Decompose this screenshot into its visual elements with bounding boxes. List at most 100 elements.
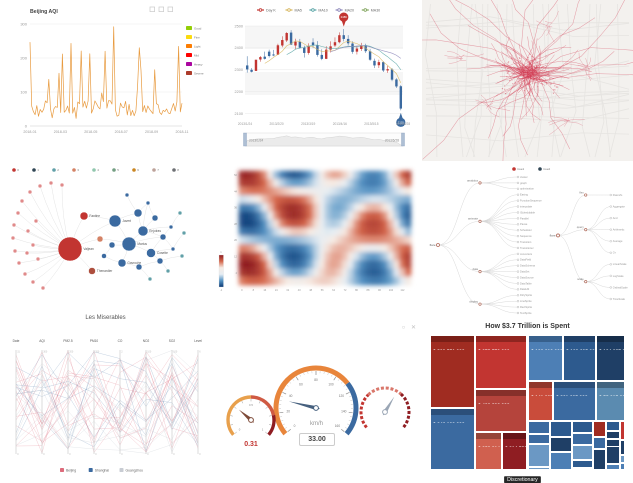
svg-text:24: 24 [275,288,278,292]
svg-text:2486: 2486 [341,15,348,19]
panel-corner-actions: ○ ✕ [402,324,418,331]
svg-text:2013/6/28: 2013/6/28 [385,139,399,143]
svg-text:Fine: Fine [194,35,200,39]
svg-text:Gavroche: Gavroche [127,261,141,265]
svg-text:72: 72 [344,288,347,292]
svg-text:Valjean: Valjean [83,247,94,251]
svg-text:2400: 2400 [235,46,243,50]
svg-text:6: 6 [199,351,201,354]
svg-text:32: 32 [286,288,289,292]
treemap-cell[interactable]: MEDICARE$ 492,396,000 [474,389,528,433]
svg-text:100: 100 [328,382,334,386]
svg-text:2013/1/24: 2013/1/24 [249,139,263,143]
svg-text:tree2: tree2 [543,167,550,171]
svg-text:64: 64 [332,288,335,292]
svg-text:2018-01: 2018-01 [23,130,36,134]
svg-text:query: query [577,225,585,229]
svg-text:0: 0 [95,453,97,456]
circle-icon[interactable]: ○ [401,325,408,331]
close-icon[interactable]: ✕ [410,325,418,331]
treemap-cell[interactable]: EDUCATION$ 122,210,000 [527,335,563,381]
svg-text:DataField: DataField [520,258,532,262]
svg-text:graph: graph [520,181,527,185]
svg-text:scale: scale [577,277,584,281]
svg-text:Day K: Day K [266,8,276,12]
svg-text:0: 0 [17,168,19,172]
svg-text:2018-03: 2018-03 [54,130,67,134]
svg-text:56: 56 [321,288,324,292]
svg-text:Parallel: Parallel [520,216,529,220]
chart-panel-candlestick[interactable]: 2100 2200 2300 2400 2500 Day K MA5 MA10 MA20 MA30… [211,0,422,161]
svg-text:data: data [473,267,479,271]
svg-text:0: 0 [294,424,296,428]
svg-text:28: 28 [234,222,237,226]
svg-text:DataSchema: DataSchema [520,264,536,268]
treemap-cell[interactable]: NET INTEREST$ 246,109,000Interest on Deb… [430,407,475,470]
svg-text:0: 0 [241,288,243,292]
pressure-value: 0.31 [244,441,258,448]
svg-text:200: 200 [20,55,27,60]
svg-text:300: 300 [20,21,27,26]
chart-panel-aqi-line[interactable]: 0 100 200 300 2018-01 2018-03 2018-05 2018-07 20… [0,0,211,161]
chart-panel-map-lines[interactable] [422,0,633,161]
svg-text:0: 0 [25,123,28,128]
svg-text:2018-09: 2018-09 [145,130,158,134]
treemap-cell[interactable]: SOCIAL SECURITY$ 809,551,000Old-Age Insu… [430,335,475,408]
treemap-breadcrumb[interactable]: Discretionary [504,476,541,483]
map-lines-canvas [422,0,633,161]
gauge-canvas: 0 20 40 60 80 100 120 140 160 0 0.5 1 [226,365,411,436]
svg-text:NO2: NO2 [143,339,150,343]
svg-text:2500: 2500 [235,24,243,28]
svg-text:MA10: MA10 [318,8,327,12]
svg-text:Easing: Easing [520,193,528,197]
svg-text:7: 7 [157,168,159,172]
treemap-cell[interactable]: JUSTICE$ 58,015,000 [595,380,625,422]
svg-text:DataUtil: DataUtil [520,287,530,291]
svg-text:2013/1/24: 2013/1/24 [238,122,252,126]
treemap-cell[interactable]: MEDICAID$ 282,214,000 [474,432,503,470]
svg-text:1: 1 [37,168,39,172]
svg-text:optimization: optimization [520,187,534,191]
svg-text:4: 4 [236,271,238,275]
svg-text:ISchedulable: ISchedulable [520,210,536,214]
treemap-cell[interactable]: VETERANS BENEFITS$ 129,605,000 [562,335,596,381]
treemap-cell[interactable]: INCOME SECURITY$ 214,580,000 [502,432,528,470]
treemap-canvas: SOCIAL SECURITY$ 809,551,000Old-Age Insu… [430,335,625,470]
svg-text:Severe: Severe [194,71,204,75]
treemap-mosaic[interactable] [527,421,626,470]
aqi-line-canvas: 0 100 200 300 2018-01 2018-03 2018-05 2018-07 20… [20,6,204,134]
svg-text:interpolate: interpolate [520,204,533,208]
svg-text:Transitioner: Transitioner [520,246,534,250]
svg-text:80: 80 [314,378,318,382]
svg-text:DirtySprite: DirtySprite [520,293,533,297]
svg-text:200: 200 [69,351,74,354]
speed-unit-label: km/h [309,421,323,427]
svg-text:DataSource: DataSource [520,275,534,279]
chart-panel-heatmap[interactable]: 0 8 16 24 32 40 48 56 64 72 80 88 96 104 112 52 44 36 28 20… [211,161,422,322]
chart-panel-parallel[interactable]: Date 31 0 AQI 300 0 PM2.5 200 0 PM10 200 0 CO 2 0 NO2 10… [0,322,211,483]
chart-panel-graph[interactable]: Valjean Fantine Thenardier Javert Marius Enjo… [0,161,211,322]
svg-text:2: 2 [57,168,59,172]
heatmap-canvas: 0 8 16 24 32 40 48 56 64 72 80 88 96 104 1125244362820… [218,170,412,292]
svg-text:Level: Level [194,339,202,343]
graph-caption: Les Miserables [85,315,126,321]
svg-text:80: 80 [355,288,358,292]
treemap-cell[interactable]: FED RETIREMENT$ 141,997,000 [527,380,553,422]
svg-text:100: 100 [20,89,27,94]
svg-text:88: 88 [367,288,370,292]
svg-text:SO2: SO2 [169,339,176,343]
svg-text:TimeScale: TimeScale [613,297,626,301]
chart-panel-gauges[interactable]: 0 20 40 60 80 100 120 140 160 0 0.5 1 ○ ✕ km/h 33.0… [211,322,422,483]
chart-panel-treemap[interactable]: How $3.7 Trillion is Spent SOCIAL SECURI… [422,322,633,483]
treemap-cell[interactable]: NATIONAL DEFENSE$ 678,570,000Military Pe… [474,335,528,389]
svg-text:RectSprite: RectSprite [520,305,533,309]
svg-text:tree1: tree1 [517,167,524,171]
svg-text:2018-05: 2018-05 [84,130,97,134]
treemap-cell[interactable]: HEALTH$ 361,625,000 [552,380,596,422]
svg-text:8: 8 [177,168,179,172]
treemap-cell[interactable]: TRANSPORTATION$ 104,237,000 [595,335,625,381]
chart-panel-trees[interactable]: cluster graph optimization analytics Easing F… [422,161,633,322]
svg-text:2200: 2200 [235,90,243,94]
svg-text:Aggregate: Aggregate [613,204,626,208]
